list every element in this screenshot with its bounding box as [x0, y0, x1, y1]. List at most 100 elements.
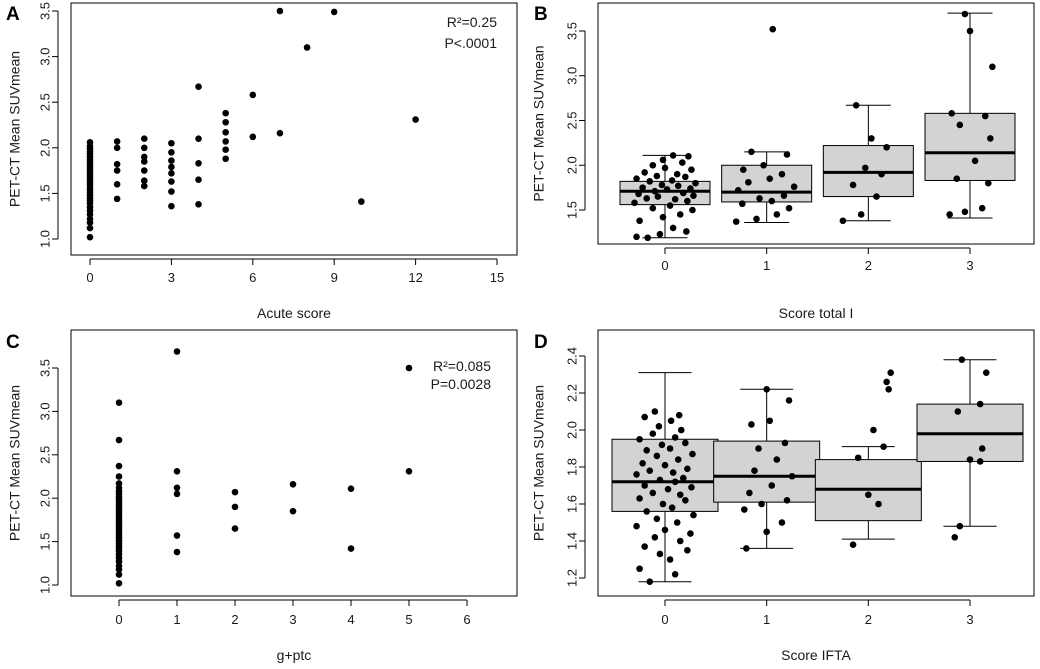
data-point — [690, 192, 697, 199]
plot-frame — [70, 329, 518, 597]
y-tick-label: 1.6 — [564, 495, 579, 513]
data-point — [405, 364, 413, 372]
y-axis-title: PET-CT Mean SUVmean — [531, 385, 547, 541]
data-point — [760, 161, 767, 169]
data-point — [680, 189, 687, 197]
data-point — [790, 183, 798, 191]
data-point — [773, 456, 781, 463]
data-point — [140, 158, 148, 165]
data-point — [748, 148, 755, 156]
y-tick-label: 3.0 — [37, 402, 52, 420]
y-tick-label: 2.5 — [564, 111, 579, 129]
data-point — [684, 546, 691, 554]
data-point — [639, 184, 646, 191]
data-point — [636, 565, 643, 573]
x-axis-title: Acute score — [257, 305, 331, 321]
data-point — [870, 426, 877, 434]
data-point — [781, 439, 789, 447]
data-point — [168, 170, 175, 177]
data-point — [661, 164, 669, 172]
data-point — [839, 217, 847, 225]
data-point — [745, 178, 752, 186]
data-point — [140, 167, 148, 174]
y-tick-label: 1.2 — [564, 569, 579, 587]
data-point — [854, 454, 862, 462]
data-point — [113, 167, 121, 174]
data-point — [113, 180, 121, 188]
x-tick-label: 3 — [966, 612, 973, 627]
data-point — [852, 101, 860, 109]
data-point — [636, 495, 643, 502]
y-tick-label: 2.0 — [37, 489, 52, 507]
data-point — [659, 156, 667, 164]
data-point — [231, 503, 239, 511]
data-point — [86, 233, 94, 241]
data-point — [682, 439, 689, 447]
data-point — [641, 543, 648, 550]
y-tick-label: 1.0 — [37, 230, 52, 248]
data-point — [222, 155, 229, 163]
data-point — [971, 157, 979, 165]
data-point — [683, 228, 690, 235]
data-point — [173, 532, 181, 539]
panel-letter: B — [534, 4, 548, 25]
panel-d: D 1.2 1.4 1.6 1.8 2.0 2.2 2.4 PET-CT Mean SUVmea… — [531, 329, 1035, 663]
data-point — [115, 473, 123, 480]
data-point — [173, 467, 181, 475]
x-tick-label: 12 — [408, 270, 422, 285]
data-point — [168, 188, 175, 195]
data-point — [231, 525, 239, 532]
data-point — [738, 200, 746, 208]
x-tick-label: 3 — [289, 612, 296, 627]
x-tick-label: 1 — [173, 612, 180, 627]
annotation: P<.0001 — [444, 35, 497, 51]
data-point — [741, 506, 748, 513]
data-point — [653, 172, 661, 180]
data-point — [887, 369, 894, 376]
y-axis-title: PET-CT Mean SUVmean — [7, 51, 23, 207]
data-point — [668, 177, 676, 184]
data-point — [873, 193, 880, 200]
data-point — [222, 146, 229, 153]
data-point — [978, 204, 986, 212]
data-point — [86, 139, 94, 146]
data-point — [651, 408, 659, 415]
data-point — [412, 116, 419, 123]
y-tick-label: 1.8 — [564, 458, 579, 476]
data-point — [743, 545, 750, 552]
data-point — [978, 445, 986, 452]
data-point — [669, 152, 677, 159]
data-point — [649, 489, 657, 497]
data-point — [113, 195, 121, 203]
x-tick-label: 2 — [865, 612, 872, 627]
data-point — [653, 515, 661, 523]
data-point — [766, 417, 774, 425]
data-point — [140, 182, 148, 190]
data-point — [656, 550, 664, 558]
data-point — [671, 195, 679, 203]
data-point — [690, 511, 697, 519]
data-point — [195, 201, 202, 208]
y-tick-label: 3.5 — [37, 359, 52, 377]
data-point — [677, 426, 685, 434]
data-point — [865, 491, 872, 499]
data-point — [692, 179, 699, 187]
data-point — [758, 500, 765, 508]
annotation: R²=0.085 — [433, 358, 491, 374]
data-point — [875, 500, 882, 508]
data-point — [195, 83, 202, 90]
data-point — [633, 233, 640, 241]
data-point — [641, 413, 648, 421]
data-point — [783, 151, 791, 158]
y-tick-label: 1.0 — [37, 576, 52, 594]
data-point — [656, 476, 664, 484]
x-tick-label: 5 — [405, 612, 412, 627]
data-point — [636, 435, 643, 443]
x-tick-label: 15 — [490, 270, 504, 285]
data-point — [763, 528, 770, 536]
data-point — [655, 423, 663, 430]
data-point — [289, 481, 297, 488]
x-axis-title: Score IFTA — [781, 647, 851, 663]
data-point — [330, 8, 338, 16]
